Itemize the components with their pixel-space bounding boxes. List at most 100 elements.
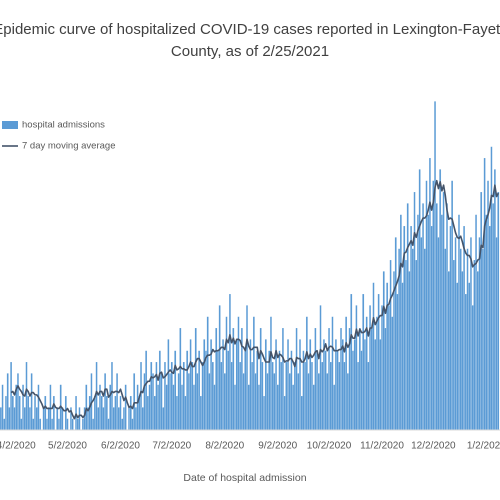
- bar: [39, 418, 42, 431]
- bar: [232, 327, 235, 431]
- bar: [434, 101, 436, 431]
- bar: [131, 418, 134, 431]
- bar: [478, 237, 481, 431]
- bar: [476, 271, 479, 431]
- bar: [201, 361, 204, 431]
- bar: [124, 384, 127, 431]
- bar: [111, 361, 113, 431]
- bar: [208, 373, 211, 431]
- bar: [133, 373, 136, 431]
- bar: [206, 316, 209, 431]
- bar: [11, 395, 14, 431]
- bar: [145, 350, 148, 431]
- bar: [237, 316, 240, 431]
- bar: [92, 418, 95, 431]
- bar: [475, 214, 477, 431]
- bar: [169, 373, 172, 431]
- bar: [292, 384, 295, 431]
- bar: [109, 384, 112, 431]
- bar: [172, 384, 175, 431]
- bar: [186, 350, 189, 431]
- bar: [247, 384, 250, 431]
- bar: [58, 418, 60, 431]
- bar: [157, 384, 160, 431]
- bar: [396, 293, 399, 431]
- bar: [314, 327, 317, 431]
- bar: [148, 384, 151, 431]
- bar: [215, 327, 218, 431]
- bar: [153, 395, 156, 431]
- x-tick-label: 4/2/2020: [0, 441, 36, 452]
- bar: [10, 361, 13, 431]
- bar: [273, 373, 276, 431]
- bar: [105, 395, 108, 431]
- bar: [49, 384, 52, 431]
- bar: [449, 225, 452, 431]
- bar: [493, 169, 496, 431]
- bar: [112, 407, 115, 431]
- bar: [22, 384, 25, 431]
- bar: [254, 373, 257, 431]
- bar: [251, 361, 254, 431]
- bar: [458, 214, 460, 431]
- bar: [230, 361, 233, 431]
- bar: [270, 316, 272, 431]
- x-tick-label: 9/2/2020: [258, 441, 297, 452]
- bar: [258, 384, 260, 431]
- bar: [34, 395, 36, 431]
- bar: [331, 316, 334, 431]
- bar: [228, 293, 231, 431]
- bar: [283, 395, 286, 431]
- bar: [401, 282, 404, 431]
- bar: [442, 191, 445, 431]
- legend-label: 7 day moving average: [22, 141, 115, 152]
- bar: [141, 407, 144, 431]
- bar: [338, 361, 341, 431]
- bar: [119, 395, 122, 431]
- bar: [88, 395, 91, 431]
- bar: [28, 407, 31, 431]
- bar: [116, 373, 119, 431]
- bar: [300, 395, 303, 431]
- bar: [346, 373, 349, 431]
- x-tick-label: 10/2/2020: [307, 441, 352, 452]
- bar: [316, 350, 319, 431]
- bar: [389, 259, 392, 431]
- bar: [492, 203, 495, 431]
- bar: [182, 361, 185, 431]
- bar: [382, 271, 385, 431]
- bar: [490, 146, 493, 431]
- bar: [30, 373, 33, 431]
- bar: [239, 361, 242, 431]
- chart-title: County, as of 2/25/2021: [171, 43, 329, 60]
- bar: [281, 327, 284, 431]
- bar: [483, 157, 486, 431]
- x-tick-label: 8/2/2020: [205, 441, 244, 452]
- bar: [454, 237, 457, 431]
- bar: [61, 407, 64, 431]
- bar: [357, 361, 360, 431]
- bar: [225, 316, 228, 431]
- bar: [152, 373, 154, 431]
- bar: [355, 305, 358, 431]
- bar: [155, 361, 158, 431]
- bar: [174, 350, 177, 431]
- plot-area: 4/2/2020 5/2/2020 6/2/2020 7/2/2020 8/2/2020…: [0, 101, 500, 452]
- bar: [444, 248, 447, 431]
- bar: [35, 407, 38, 431]
- bar: [323, 339, 325, 431]
- x-tick-label: 7/2/2020: [152, 441, 191, 452]
- bar: [56, 407, 59, 431]
- bar: [52, 395, 55, 431]
- bar: [384, 327, 387, 431]
- bar: [299, 339, 301, 431]
- bar: [164, 361, 166, 431]
- bar: [143, 373, 146, 431]
- bar: [189, 339, 192, 431]
- bar: [114, 395, 117, 431]
- legend-swatch: [2, 121, 18, 129]
- bar: [367, 361, 370, 431]
- bar: [425, 180, 428, 431]
- bar: [187, 373, 190, 431]
- x-tick-label: 5/2/2020: [48, 441, 87, 452]
